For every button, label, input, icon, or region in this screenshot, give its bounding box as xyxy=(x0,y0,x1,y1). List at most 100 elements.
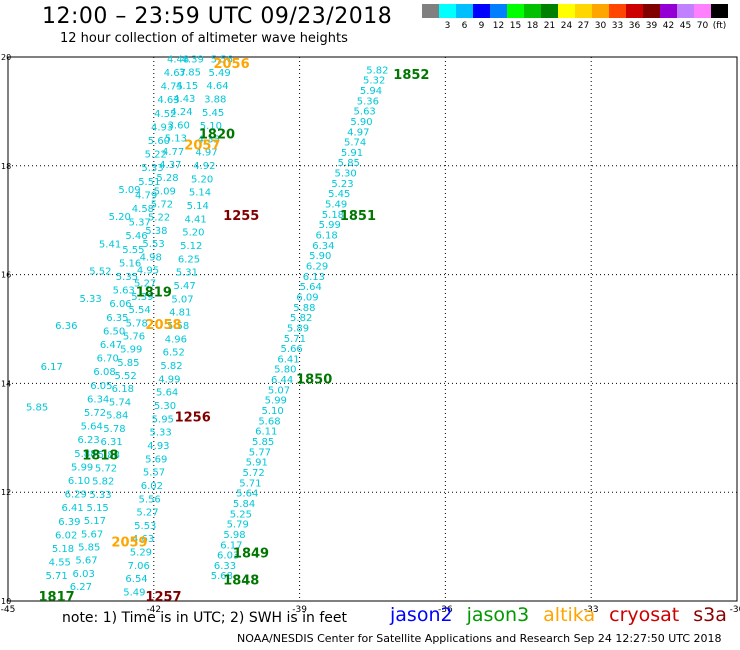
swh-value: 5.07 xyxy=(268,385,290,396)
swh-value: 4.55 xyxy=(49,558,71,569)
scale-swatch-label: 12 xyxy=(492,21,505,31)
swh-value: 5.72 xyxy=(84,408,106,419)
scale-swatch-color xyxy=(643,4,660,18)
swh-value: 5.09 xyxy=(154,186,176,197)
swh-value: 6.36 xyxy=(55,321,77,332)
pass-time-label: 1849 xyxy=(233,546,269,561)
scale-swatch-label: 33 xyxy=(611,21,624,31)
swh-value: 6.10 xyxy=(68,476,90,487)
swh-value: 6.17 xyxy=(41,362,63,373)
scale-swatch-color xyxy=(422,4,439,18)
swh-value: 5.20 xyxy=(182,228,204,239)
pass-time-label: 2059 xyxy=(111,536,147,551)
swh-value: 4.96 xyxy=(165,334,187,345)
scale-swatch-label: 24 xyxy=(560,21,573,31)
swh-value: 5.88 xyxy=(74,449,96,460)
lat-tick-label: 16 xyxy=(1,271,11,280)
swh-value: 5.78 xyxy=(103,424,125,435)
swh-value: 5.41 xyxy=(99,239,121,250)
swh-value: 5.39 xyxy=(131,292,153,303)
swh-value: 6.34 xyxy=(312,241,334,252)
swh-value: 5.17 xyxy=(84,516,106,527)
swh-value: 5.16 xyxy=(119,258,141,269)
swh-value: 5.55 xyxy=(122,245,144,256)
scale-swatch-color xyxy=(456,4,473,18)
swh-value: 5.53 xyxy=(134,521,156,532)
swh-value: 4.37 xyxy=(159,160,181,171)
swh-value: 4.58 xyxy=(132,204,154,215)
swh-value: 5.99 xyxy=(265,396,287,407)
swh-value: 5.33 xyxy=(89,490,111,501)
swh-value: 5.91 xyxy=(246,458,268,469)
scale-swatch: 27 xyxy=(575,4,592,31)
swh-value: 5.60 xyxy=(148,136,170,147)
swh-value: 5.90 xyxy=(350,117,372,128)
pass-time-label: 1851 xyxy=(340,209,376,224)
swh-value: 5.72 xyxy=(95,463,117,474)
swh-value: 5.07 xyxy=(171,294,193,305)
scale-swatch: 12 xyxy=(490,4,507,31)
swh-value: 6.05 xyxy=(90,381,112,392)
swh-value: 4.92 xyxy=(193,161,215,172)
swh-value: 5.71 xyxy=(284,334,306,345)
swh-value: 4.39 xyxy=(182,54,204,65)
swh-value: 5.80 xyxy=(274,365,296,376)
swh-value: 6.39 xyxy=(58,517,80,528)
swh-value: 4.63 xyxy=(132,534,154,545)
swh-value: 6.17 xyxy=(220,540,242,551)
swh-value: 4.67 xyxy=(164,68,186,79)
scale-swatch-color xyxy=(490,4,507,18)
swh-value: 5.95 xyxy=(152,414,174,425)
swh-value: 4.98 xyxy=(140,252,162,263)
swh-value: 5.18 xyxy=(322,210,344,221)
swh-value: 4.15 xyxy=(176,81,198,92)
pass-time-label: 1818 xyxy=(82,449,118,464)
pass-time-label: 1817 xyxy=(39,590,75,605)
swh-value: 5.45 xyxy=(328,189,350,200)
swh-value: 5.12 xyxy=(180,241,202,252)
swh-value: 5.82 xyxy=(160,361,182,372)
scale-swatch: 36 xyxy=(626,4,643,31)
swh-value: 5.14 xyxy=(189,188,211,199)
legend-s3a: s3a xyxy=(693,604,727,626)
swh-value: 5.69 xyxy=(145,454,167,465)
pass-time-label: 1257 xyxy=(145,590,181,605)
swh-value: 6.29 xyxy=(65,490,87,501)
swh-value: 5.29 xyxy=(130,548,152,559)
swh-value: 6.31 xyxy=(101,437,123,448)
legend-jason3: jason3 xyxy=(466,604,530,626)
scale-swatch: (ft) xyxy=(711,4,728,31)
swh-value: 5.33 xyxy=(149,428,171,439)
scale-swatch-color xyxy=(592,4,609,18)
swh-value: 6.18 xyxy=(315,231,337,242)
swh-value: 5.36 xyxy=(357,96,379,107)
swh-value: 5.74 xyxy=(109,397,131,408)
swh-value: 4.93 xyxy=(147,441,169,452)
swh-value: 5.63 xyxy=(113,286,135,297)
swh-value: 5.45 xyxy=(202,108,224,119)
scale-swatch-label: 27 xyxy=(577,21,590,31)
swh-color-scale: 3 6 9 12 15 18 21 24 27 30 33 36 39 42 45 70 (ft) xyxy=(422,4,728,31)
swh-value: 6.03 xyxy=(73,569,95,580)
swh-value: 5.46 xyxy=(125,231,147,242)
swh-value: 6.44 xyxy=(271,375,293,386)
swh-value: 5.88 xyxy=(293,303,315,314)
swh-value: 5.51 xyxy=(138,177,160,188)
swh-value: 5.32 xyxy=(363,76,385,87)
scale-swatch: 6 xyxy=(456,4,473,31)
scale-swatch-label: 21 xyxy=(543,21,556,31)
swh-value: 5.27 xyxy=(134,279,156,290)
swh-value: 5.09 xyxy=(118,185,140,196)
scale-swatch-label: 36 xyxy=(628,21,641,31)
scale-swatch: 15 xyxy=(507,4,524,31)
scale-swatch-label: 6 xyxy=(461,21,468,31)
swh-value: 5.66 xyxy=(281,344,303,355)
swh-value: 6.08 xyxy=(93,367,115,378)
swh-value: 5.72 xyxy=(242,468,264,479)
swh-value: 5.85 xyxy=(26,403,48,414)
swh-value: 4.43 xyxy=(173,94,195,105)
swh-value: 5.35 xyxy=(116,272,138,283)
swh-value: 5.56 xyxy=(139,494,161,505)
swh-value: 5.84 xyxy=(233,499,255,510)
swh-value: 5.85 xyxy=(338,158,360,169)
